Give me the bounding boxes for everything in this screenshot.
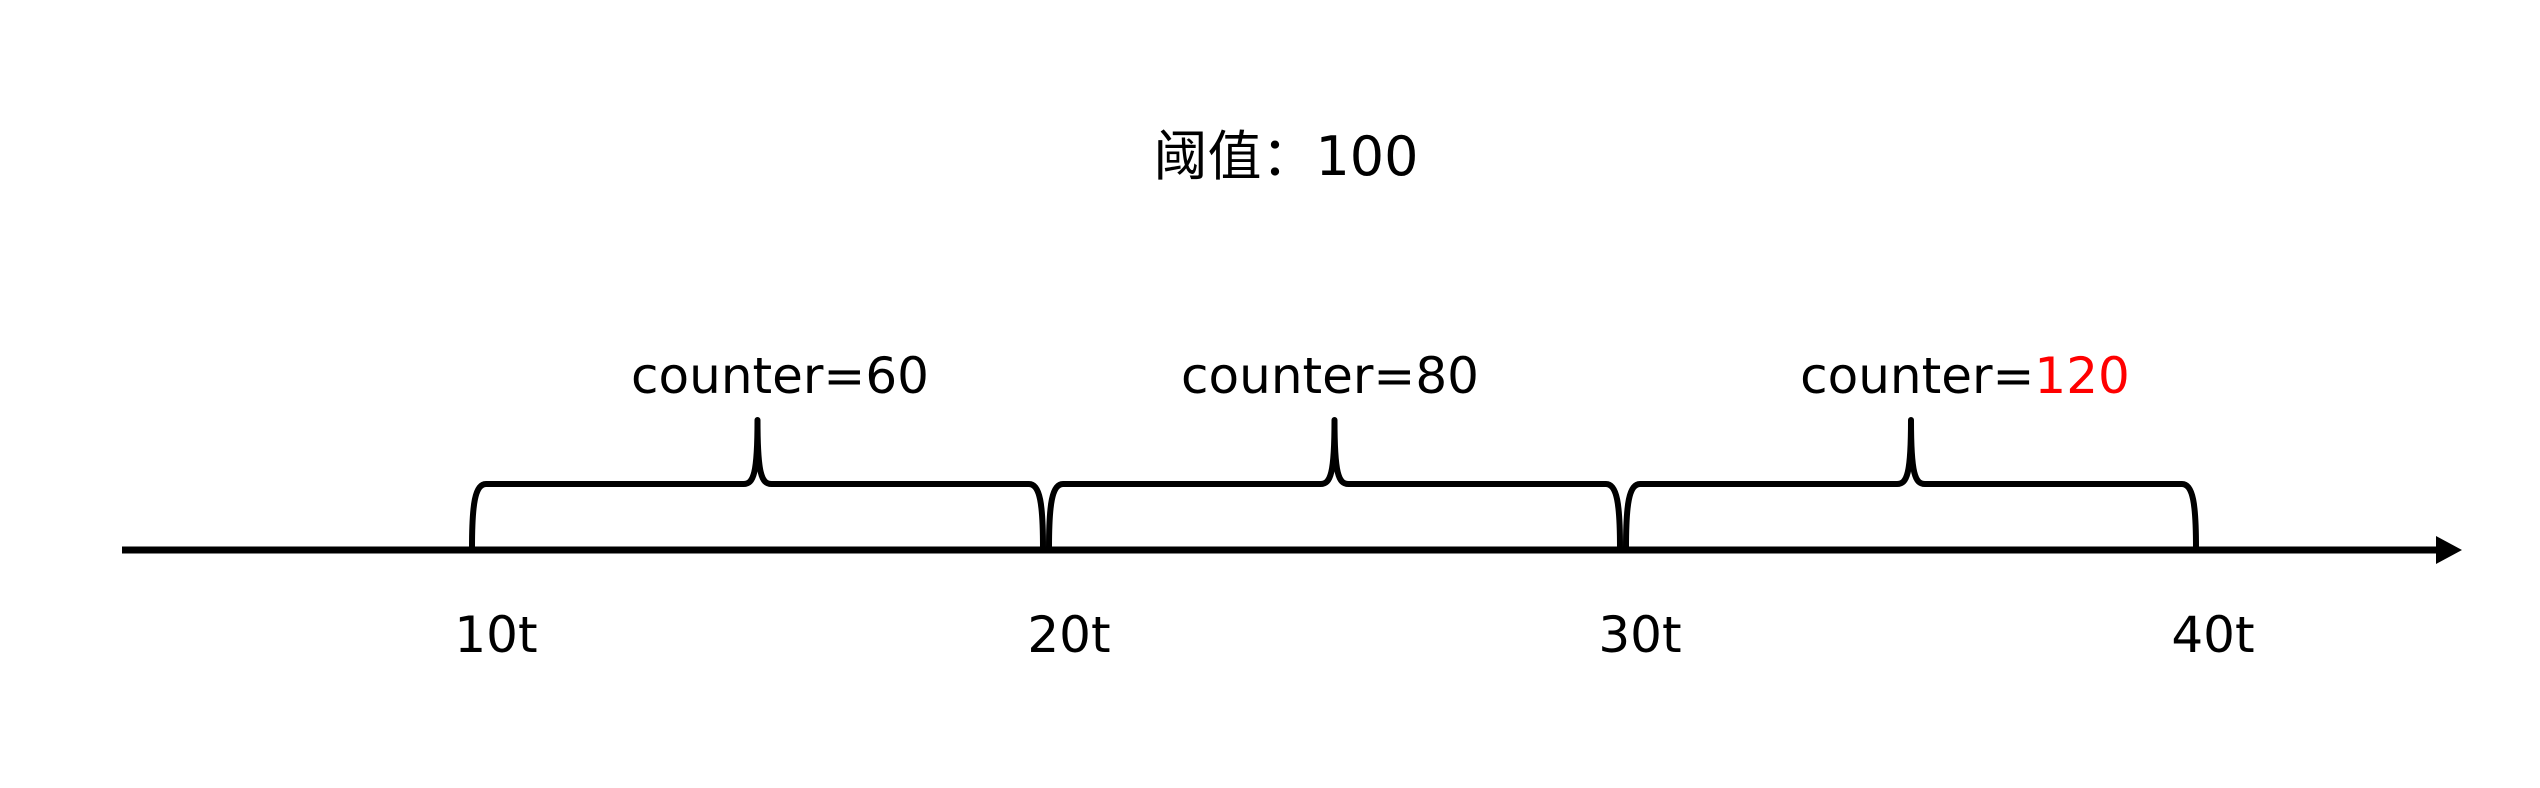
counter-prefix-2: counter=: [1181, 347, 1415, 405]
window-braces: [469, 417, 2199, 551]
window-brace-3: [1623, 417, 2199, 551]
counter-label-2: counter=80: [1181, 347, 1479, 405]
counter-value-1: 60: [865, 347, 929, 405]
counter-label-1: counter=60: [631, 347, 929, 405]
counter-prefix-3: counter=: [1800, 347, 2034, 405]
window-brace-1: [469, 417, 1046, 551]
counter-label-3: counter=120: [1800, 347, 2130, 405]
tick-label-20t: 20t: [1027, 606, 1110, 664]
window-brace-2: [1046, 417, 1623, 551]
tick-label-40t: 40t: [2171, 606, 2254, 664]
tick-label-30t: 30t: [1598, 606, 1681, 664]
tick-label-10t: 10t: [454, 606, 537, 664]
axis-arrowhead: [2436, 536, 2462, 564]
counter-prefix-1: counter=: [631, 347, 865, 405]
threshold-title: 阈值：100: [1153, 125, 1418, 188]
counter-value-3: 120: [2034, 347, 2129, 405]
counter-value-2: 80: [1415, 347, 1479, 405]
